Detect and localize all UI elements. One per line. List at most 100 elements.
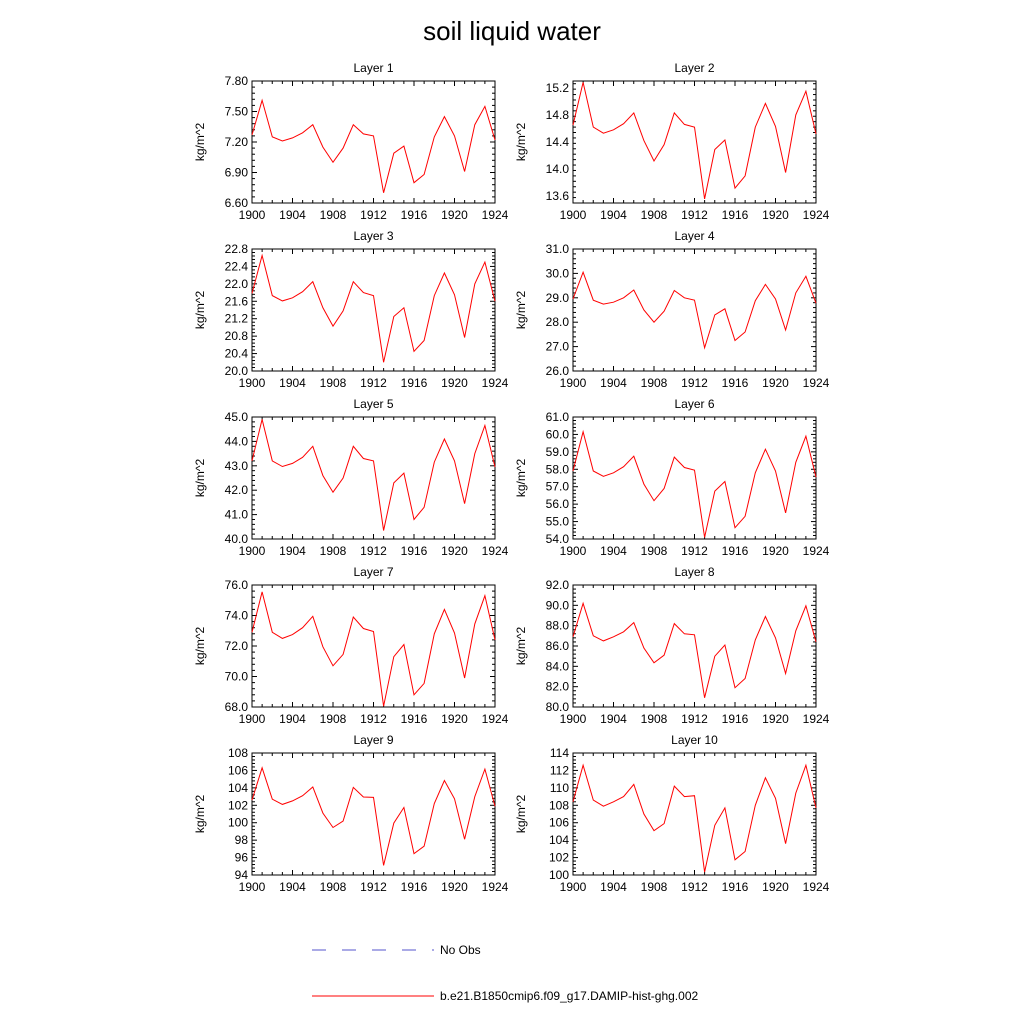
legend-label-no-obs: No Obs <box>440 943 481 957</box>
x-tick-label: 1900 <box>239 208 266 222</box>
y-tick-label: 72.0 <box>225 639 249 653</box>
x-tick-label: 1912 <box>360 376 387 390</box>
x-tick-label: 1904 <box>600 208 627 222</box>
panel-title: Layer 8 <box>674 565 714 579</box>
series-line-model <box>572 270 817 350</box>
y-tick-label: 100 <box>549 868 569 882</box>
y-tick-label: 104 <box>549 833 569 847</box>
x-tick-label: 1916 <box>401 208 428 222</box>
y-tick-label: 14.8 <box>546 108 570 122</box>
y-tick-label: 30.0 <box>546 266 570 280</box>
y-tick-label: 26.0 <box>546 364 570 378</box>
y-axis-label: kg/m^2 <box>193 627 207 666</box>
panel-layer-1: Layer 1 kg/m^2 1900 1904 1908 1912 1916 1920 192… <box>193 61 509 222</box>
y-tick-label: 6.90 <box>225 166 249 180</box>
x-tick-label: 1908 <box>320 376 347 390</box>
y-tick-label: 68.0 <box>225 700 249 714</box>
panel-title: Layer 4 <box>674 229 714 243</box>
x-tick-label: 1916 <box>722 208 749 222</box>
y-tick-label: 7.20 <box>225 135 249 149</box>
x-tick-label: 1912 <box>681 712 708 726</box>
y-axis-label: kg/m^2 <box>193 459 207 498</box>
x-tick-label: 1920 <box>762 208 789 222</box>
y-tick-label: 20.4 <box>225 347 249 361</box>
x-tick-label: 1908 <box>320 208 347 222</box>
y-tick-label: 59.0 <box>546 445 570 459</box>
y-tick-label: 13.6 <box>546 189 570 203</box>
x-tick-label: 1900 <box>239 712 266 726</box>
series-line-model <box>572 601 817 698</box>
y-tick-label: 102 <box>228 798 248 812</box>
y-tick-label: 76.0 <box>225 578 249 592</box>
y-tick-label: 40.0 <box>225 532 249 546</box>
plot-frame <box>572 752 817 876</box>
x-tick-label: 1908 <box>320 712 347 726</box>
y-tick-label: 44.0 <box>225 434 249 448</box>
x-tick-label: 1920 <box>441 208 468 222</box>
figure-title: soil liquid water <box>423 16 601 46</box>
x-tick-label: 1904 <box>600 376 627 390</box>
x-tick-label: 1912 <box>360 544 387 558</box>
x-tick-label: 1900 <box>560 880 587 894</box>
y-tick-label: 112 <box>550 763 569 777</box>
panel-title: Layer 5 <box>353 397 393 411</box>
y-tick-label: 108 <box>228 746 248 760</box>
y-tick-label: 22.0 <box>225 277 249 291</box>
legend: No Obs b.e21.B1850cmip6.f09_g17.DAMIP-hi… <box>312 943 698 1003</box>
series-line-model <box>251 591 496 707</box>
y-tick-label: 104 <box>228 781 248 795</box>
x-tick-label: 1920 <box>441 544 468 558</box>
y-axis-label: kg/m^2 <box>514 795 528 834</box>
x-tick-label: 1920 <box>441 880 468 894</box>
x-tick-label: 1912 <box>360 880 387 894</box>
series-line-model <box>251 766 496 866</box>
x-tick-label: 1924 <box>482 376 509 390</box>
x-tick-label: 1924 <box>482 880 509 894</box>
x-tick-label: 1900 <box>239 376 266 390</box>
y-tick-label: 54.0 <box>546 532 570 546</box>
x-tick-label: 1924 <box>803 544 830 558</box>
x-tick-label: 1924 <box>803 880 830 894</box>
panel-layer-7: Layer 7 kg/m^2 1900 1904 1908 1912 1916 1920 192… <box>193 565 509 726</box>
panel-layer-9: Layer 9 kg/m^2 1900 1904 1908 1912 1916 1920 192… <box>193 733 509 894</box>
plot-frame <box>572 80 817 204</box>
x-tick-label: 1912 <box>360 208 387 222</box>
y-tick-label: 7.50 <box>225 105 249 119</box>
panel-title: Layer 9 <box>353 733 393 747</box>
panel-title: Layer 6 <box>674 397 714 411</box>
panel-layer-3: Layer 3 kg/m^2 1900 1904 1908 1912 1916 1920 192… <box>193 229 509 390</box>
y-tick-label: 41.0 <box>225 508 249 522</box>
y-tick-label: 6.60 <box>225 196 249 210</box>
series-line-model <box>572 763 817 873</box>
y-axis-label: kg/m^2 <box>514 459 528 498</box>
y-tick-label: 56.0 <box>546 497 570 511</box>
x-tick-label: 1912 <box>681 544 708 558</box>
y-tick-label: 58.0 <box>546 462 570 476</box>
x-tick-label: 1916 <box>401 880 428 894</box>
plot-frame <box>572 416 817 540</box>
x-tick-label: 1908 <box>641 376 668 390</box>
y-tick-label: 57.0 <box>546 480 570 494</box>
x-tick-label: 1924 <box>482 712 509 726</box>
x-tick-label: 1908 <box>641 712 668 726</box>
y-tick-label: 15.2 <box>546 81 570 95</box>
x-tick-label: 1904 <box>279 712 306 726</box>
x-tick-label: 1920 <box>762 376 789 390</box>
y-tick-label: 22.8 <box>225 242 249 256</box>
panel-title: Layer 7 <box>353 565 393 579</box>
panel-layer-4: Layer 4 kg/m^2 1900 1904 1908 1912 1916 1920 192… <box>514 229 830 390</box>
x-tick-label: 1920 <box>441 712 468 726</box>
plot-frame <box>572 584 817 708</box>
x-tick-label: 1916 <box>722 712 749 726</box>
y-tick-label: 86.0 <box>546 639 570 653</box>
y-tick-label: 92.0 <box>546 578 570 592</box>
x-tick-label: 1916 <box>722 880 749 894</box>
y-tick-label: 14.4 <box>546 135 570 149</box>
y-tick-label: 20.8 <box>225 329 249 343</box>
panel-layer-10: Layer 10 kg/m^2 1900 1904 1908 1912 1916 1920 19… <box>514 733 830 894</box>
x-tick-label: 1904 <box>600 544 627 558</box>
y-tick-label: 100 <box>228 816 248 830</box>
y-tick-label: 45.0 <box>225 410 249 424</box>
x-tick-label: 1924 <box>482 208 509 222</box>
y-tick-label: 106 <box>228 763 248 777</box>
